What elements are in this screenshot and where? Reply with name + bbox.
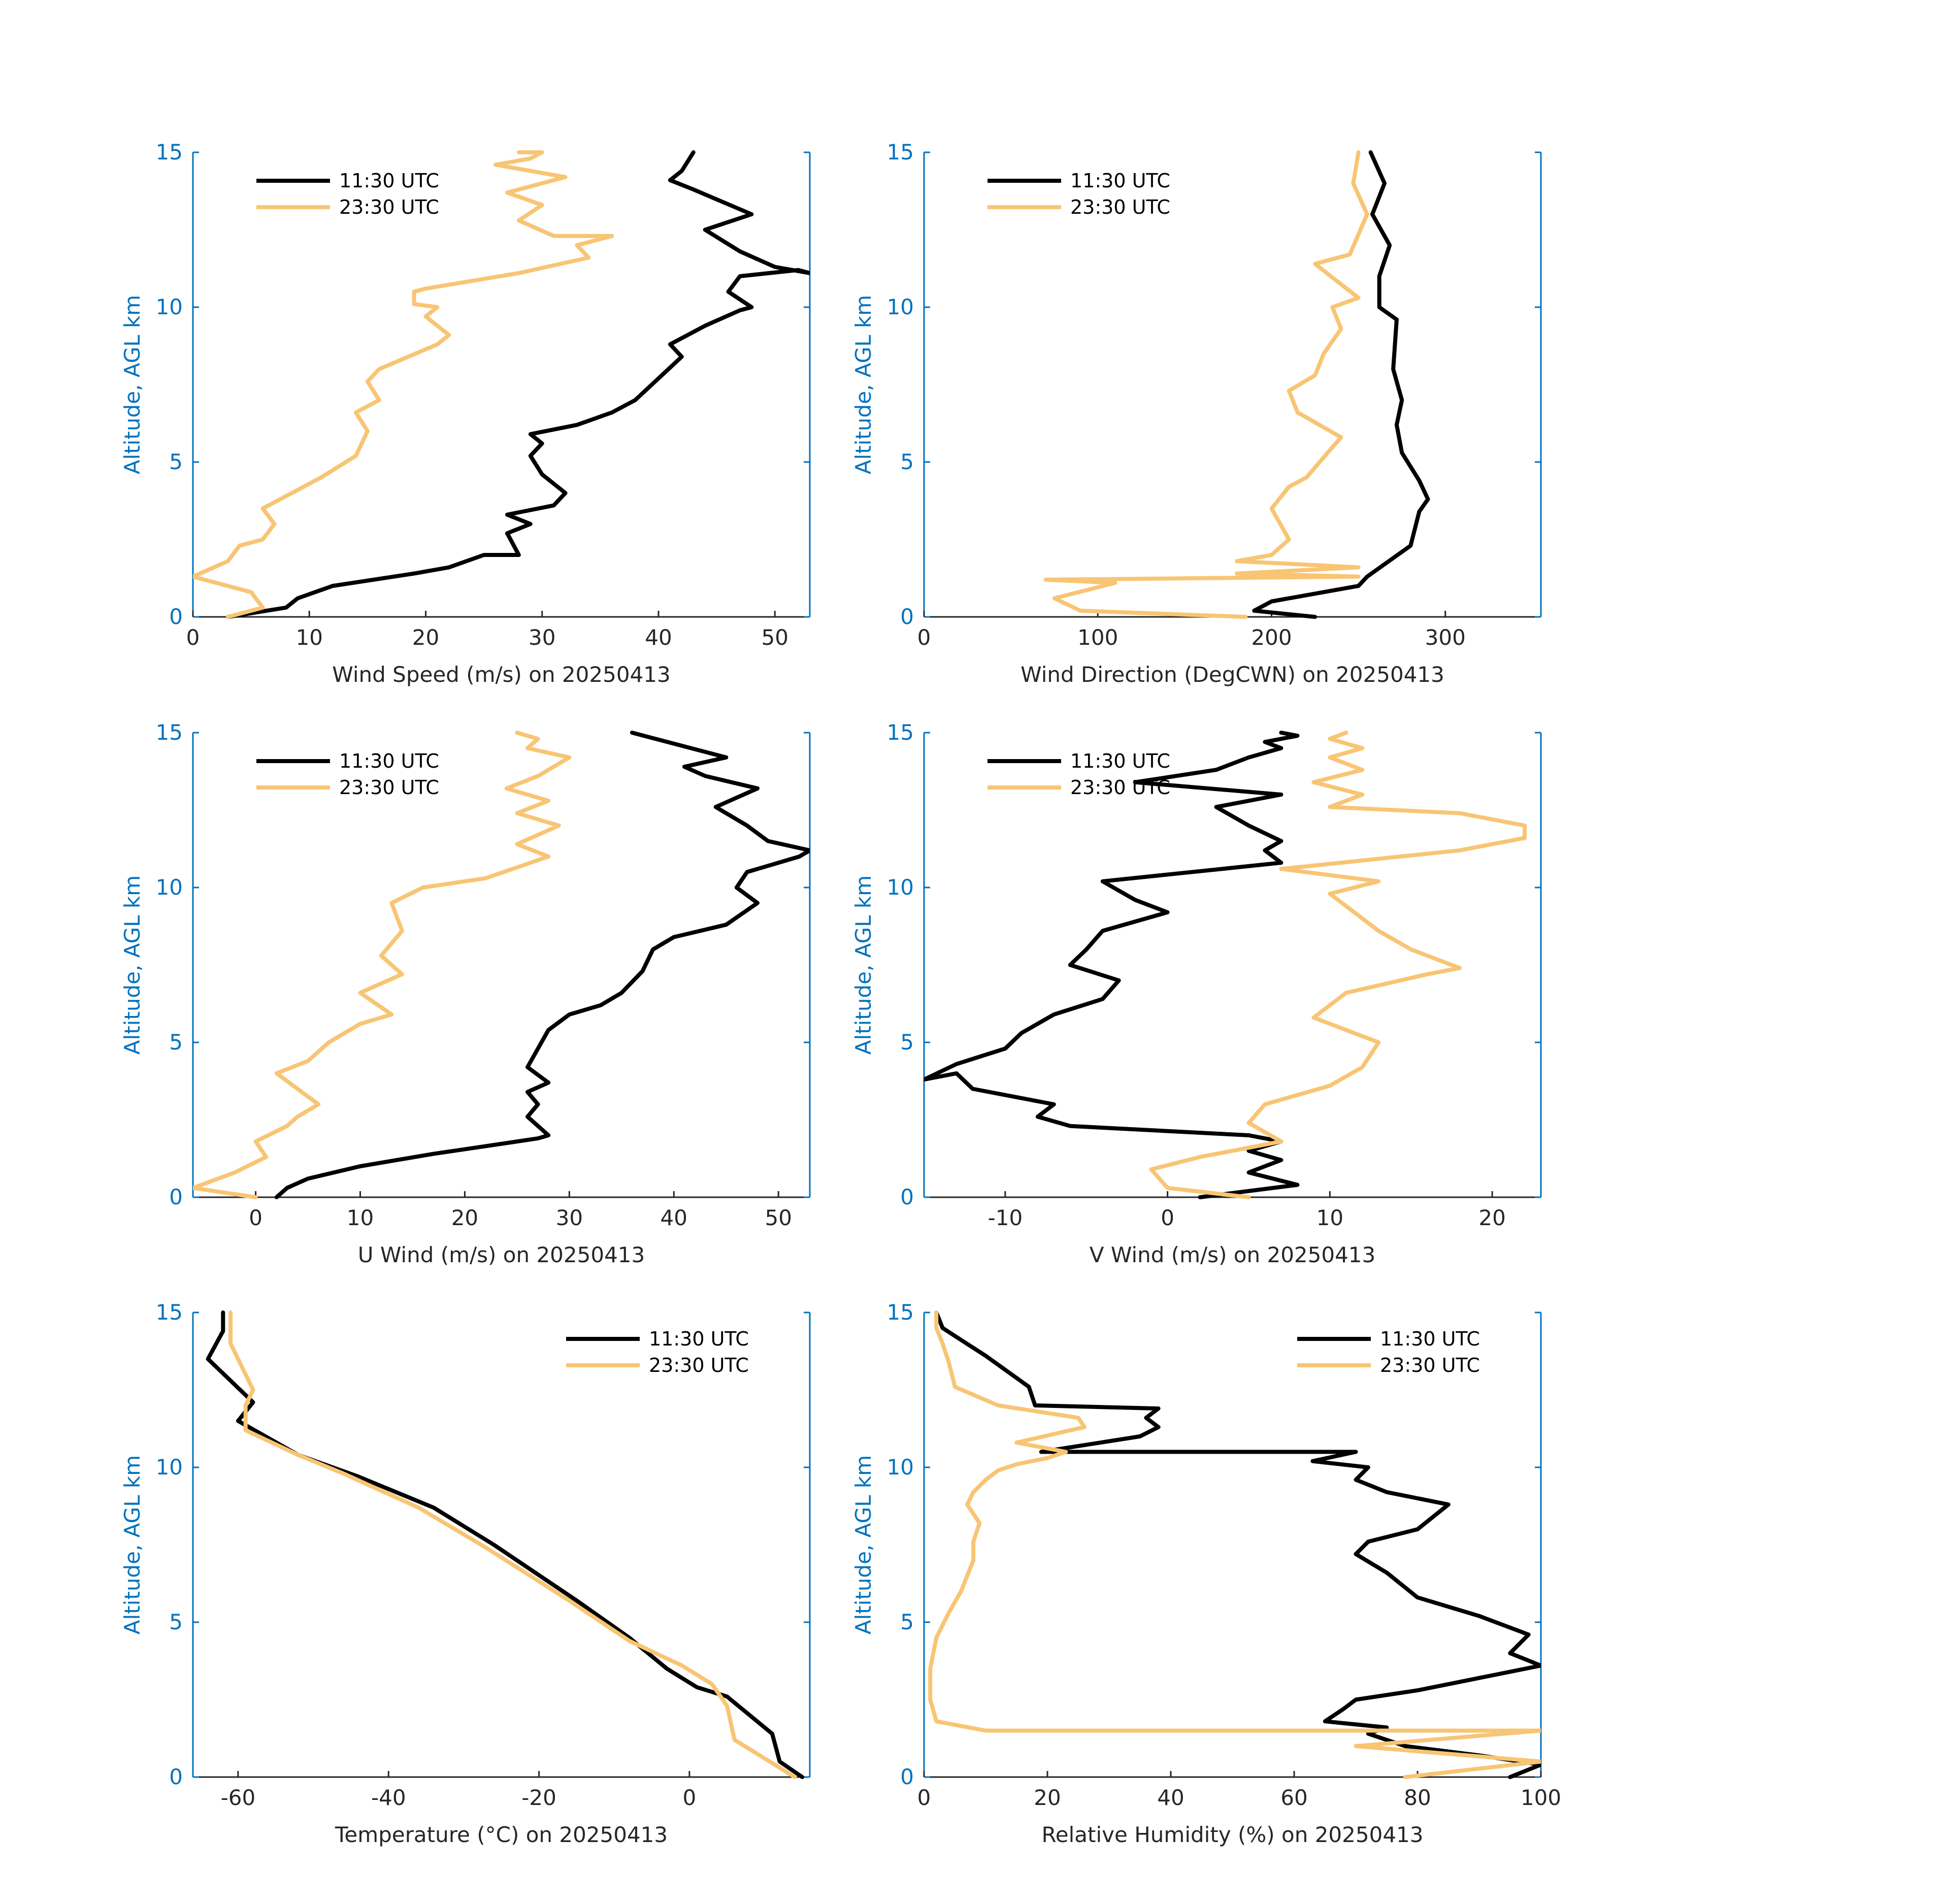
u-wind-x-tick-label: 30 [556,1205,583,1230]
temperature-y-tick-label: 10 [156,1455,183,1480]
wind-speed-x-tick-label: 30 [529,625,555,650]
relative-humidity-series-2330 [928,1310,1541,1779]
v-wind-series-2330 [1149,731,1527,1199]
temperature-x-tick-label: -20 [521,1785,556,1810]
v-wind-x-tick-label: 10 [1316,1205,1343,1230]
temperature-legend-label: 23:30 UTC [649,1354,749,1376]
temperature-legend-label: 11:30 UTC [649,1328,749,1350]
wind-speed-x-tick-label: 50 [761,625,788,650]
temperature-y-tick-label: 5 [169,1610,183,1634]
relative-humidity-series-1130 [934,1310,1541,1779]
u-wind-x-axis-title: U Wind (m/s) on 20250413 [358,1242,645,1267]
wind-speed-legend-label: 11:30 UTC [339,170,439,192]
temperature-x-axis-title: Temperature (°C) on 20250413 [335,1822,668,1847]
wind-direction-y-axis-title: Altitude, AGL km [851,295,876,474]
wind-direction-series-2330 [1043,150,1369,619]
temperature-series-2330 [228,1310,797,1779]
u-wind-x-tick-label: 0 [249,1205,262,1230]
wind-speed-x-axis-title: Wind Speed (m/s) on 20250413 [332,662,670,687]
wind-direction-x-tick-label: 0 [917,625,931,650]
wind-speed-y-tick-label: 5 [169,449,183,474]
wind-direction-x-tick-label: 100 [1077,625,1118,650]
relative-humidity-x-tick-label: 20 [1034,1785,1061,1810]
v-wind-legend-label: 11:30 UTC [1070,750,1170,772]
v-wind-series-1130 [924,731,1300,1199]
wind-speed-y-tick-label: 15 [156,140,183,165]
wind-direction-y-tick-label: 5 [900,449,914,474]
temperature-series-1130 [206,1310,805,1779]
wind-speed-x-tick-label: 20 [412,625,439,650]
temperature-panel: 0 5 10 15 -60 -40 -20 0 Temperature (°C) on 2025… [120,1300,811,1847]
wind-speed-x-tick-label: 40 [645,625,672,650]
relative-humidity-panel: 0 5 10 15 0 20 40 60 80 100 Relative Humidity (%) … [851,1300,1561,1847]
u-wind-x-tick-label: 20 [451,1205,478,1230]
relative-humidity-y-axis-title: Altitude, AGL km [851,1455,876,1634]
u-wind-panel: 0 5 10 15 0 10 20 30 40 50 U Wind (m/s) on 2025041… [120,720,811,1267]
u-wind-legend-label: 23:30 UTC [339,776,439,799]
u-wind-y-tick-label: 0 [169,1185,183,1209]
u-wind-legend-label: 11:30 UTC [339,750,439,772]
v-wind-legend-label: 23:30 UTC [1070,776,1170,799]
wind-speed-y-tick-label: 0 [169,604,183,629]
v-wind-x-tick-label: 0 [1161,1205,1174,1230]
temperature-x-tick-label: -40 [371,1785,406,1810]
u-wind-x-tick-label: 40 [661,1205,687,1230]
wind-direction-y-tick-label: 10 [887,294,914,319]
u-wind-series-1130 [274,731,810,1199]
wind-speed-series-2330 [193,150,614,619]
relative-humidity-x-axis-title: Relative Humidity (%) on 20250413 [1042,1822,1424,1847]
wind-direction-x-axis-title: Wind Direction (DegCWN) on 20250413 [1021,662,1444,687]
u-wind-x-tick-label: 50 [765,1205,792,1230]
v-wind-y-tick-label: 10 [887,875,914,900]
wind-direction-y-tick-label: 0 [900,604,914,629]
temperature-x-tick-label: -60 [221,1785,256,1810]
wind-direction-y-tick-label: 15 [887,140,914,165]
relative-humidity-y-tick-label: 0 [900,1764,914,1789]
temperature-y-axis-title: Altitude, AGL km [120,1455,145,1634]
u-wind-series-2330 [193,731,572,1199]
v-wind-y-axis-title: Altitude, AGL km [851,875,876,1055]
relative-humidity-x-tick-label: 100 [1521,1785,1561,1810]
relative-humidity-x-tick-label: 40 [1157,1785,1184,1810]
wind-direction-x-tick-label: 200 [1251,625,1292,650]
wind-direction-series-1130 [1252,150,1430,619]
relative-humidity-x-tick-label: 80 [1404,1785,1431,1810]
relative-humidity-y-tick-label: 15 [887,1300,914,1325]
wind-speed-legend-label: 23:30 UTC [339,196,439,218]
wind-speed-x-tick-label: 0 [186,625,200,650]
wind-direction-legend-label: 23:30 UTC [1070,196,1170,218]
v-wind-panel: 0 5 10 15 -10 0 10 20 V Wind (m/s) on 20250413 Al… [851,720,1542,1267]
v-wind-y-tick-label: 15 [887,720,914,745]
u-wind-x-tick-label: 10 [347,1205,374,1230]
wind-speed-y-tick-label: 10 [156,294,183,319]
wind-speed-panel: 0 5 10 15 0 10 20 30 40 50 Wind Speed (m/s) on 202… [120,140,811,687]
relative-humidity-x-tick-label: 0 [917,1785,931,1810]
wind-speed-series-1130 [225,150,810,619]
v-wind-x-tick-label: 20 [1478,1205,1505,1230]
temperature-y-tick-label: 15 [156,1300,183,1325]
relative-humidity-legend-label: 11:30 UTC [1380,1328,1480,1350]
v-wind-x-tick-label: -10 [988,1205,1023,1230]
wind-direction-panel: 0 5 10 15 0 100 200 300 Wind Direction (DegCWN) … [851,140,1542,687]
wind-speed-x-tick-label: 10 [296,625,323,650]
temperature-x-tick-label: 0 [683,1785,697,1810]
wind-speed-y-axis-title: Altitude, AGL km [120,295,145,474]
wind-direction-x-tick-label: 300 [1425,625,1466,650]
v-wind-y-tick-label: 0 [900,1185,914,1209]
temperature-y-tick-label: 0 [169,1764,183,1789]
u-wind-y-axis-title: Altitude, AGL km [120,875,145,1055]
relative-humidity-y-tick-label: 10 [887,1455,914,1480]
relative-humidity-legend-label: 23:30 UTC [1380,1354,1480,1376]
v-wind-y-tick-label: 5 [900,1030,914,1055]
wind-direction-legend-label: 11:30 UTC [1070,170,1170,192]
u-wind-y-tick-label: 15 [156,720,183,745]
u-wind-y-tick-label: 5 [169,1030,183,1055]
v-wind-x-axis-title: V Wind (m/s) on 20250413 [1090,1242,1376,1267]
relative-humidity-x-tick-label: 60 [1280,1785,1307,1810]
u-wind-y-tick-label: 10 [156,875,183,900]
relative-humidity-y-tick-label: 5 [900,1610,914,1634]
